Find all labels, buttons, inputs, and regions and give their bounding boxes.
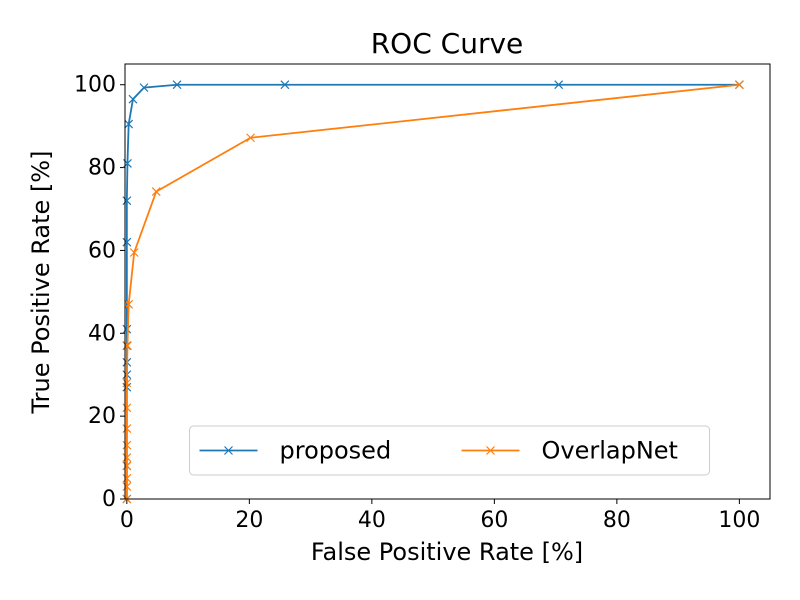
marker	[122, 461, 132, 471]
marker	[122, 378, 132, 388]
marker	[128, 94, 138, 104]
marker	[122, 453, 132, 462]
legend-label: proposed	[280, 437, 392, 465]
marker	[124, 299, 134, 309]
marker	[554, 80, 564, 90]
legend-box	[189, 425, 710, 476]
marker	[246, 133, 255, 143]
marker	[122, 324, 132, 334]
y-tick-label: 80	[88, 156, 116, 181]
x-axis-label: False Positive Rate [%]	[311, 538, 583, 566]
marker	[139, 83, 149, 93]
marker	[124, 119, 134, 129]
legend: proposed OverlapNet	[189, 425, 710, 476]
chart-title: ROC Curve	[371, 27, 524, 60]
x-tick-label: 40	[358, 508, 386, 533]
marker	[122, 424, 132, 433]
y-tick-label: 60	[88, 238, 116, 263]
legend-marker	[224, 446, 233, 455]
y-tick-label: 0	[102, 487, 116, 512]
marker	[122, 473, 132, 483]
y-axis-label: True Positive Rate [%]	[27, 151, 55, 415]
marker	[122, 482, 132, 491]
marker	[280, 80, 290, 90]
x-tick-label: 20	[235, 508, 263, 533]
x-tick-label: 0	[120, 508, 134, 533]
x-tick-label: 100	[718, 508, 760, 533]
marker	[172, 80, 182, 90]
marker	[151, 187, 161, 197]
marker	[122, 403, 132, 413]
y-tick-label: 20	[88, 404, 116, 429]
y-tick-label: 40	[88, 321, 116, 346]
marker	[122, 440, 132, 450]
plot-frame	[124, 63, 771, 500]
y-tick-label: 100	[74, 73, 116, 98]
marker	[122, 196, 132, 206]
marker	[122, 237, 132, 247]
legend-label: OverlapNet	[542, 437, 678, 465]
legend-marker	[486, 446, 495, 455]
x-tick-label: 80	[603, 508, 631, 533]
x-tick-label: 60	[480, 508, 508, 533]
marker	[734, 80, 744, 90]
marker	[129, 248, 139, 257]
